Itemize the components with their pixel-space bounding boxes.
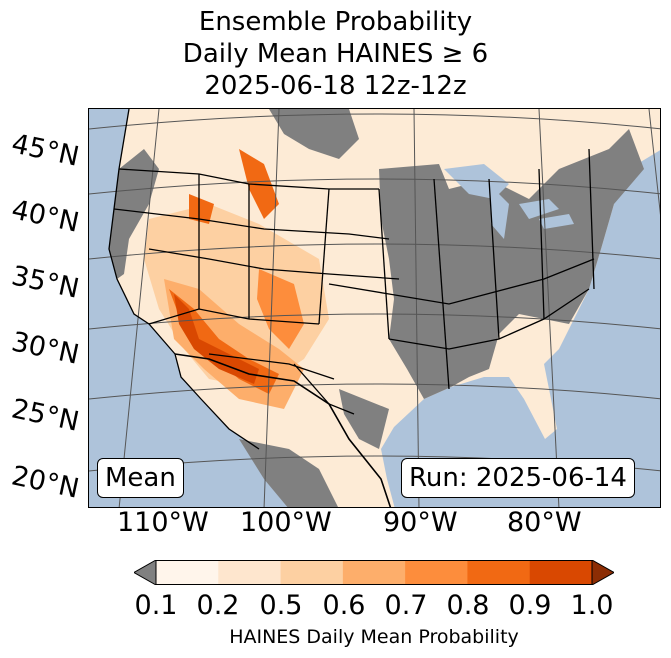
colorbar-svg [132,559,616,586]
colorbar [132,559,616,586]
colorbar-over-arrow [591,559,616,586]
lat-label-30: 30°N [8,326,82,371]
colorbar-tick-0.2: 0.2 [196,590,240,621]
colorbar-segment-6 [529,560,593,585]
map-panel [88,108,661,508]
map-title: Ensemble Probability Daily Mean HAINES ≥… [0,6,671,102]
colorbar-tick-1.0: 1.0 [570,590,614,621]
prob-peak-southwest [174,294,259,384]
colorbar-under-arrow [132,559,157,586]
lat-label-25: 25°N [8,393,82,438]
colorbar-tick-0.5: 0.5 [259,590,303,621]
colorbar-tick-0.8: 0.8 [446,590,490,621]
lat-label-45: 45°N [8,128,82,173]
colorbar-segment-3 [342,560,406,585]
run-label-box: Run: 2025-06-14 [401,458,635,498]
colorbar-tick-0.9: 0.9 [508,590,552,621]
colorbar-outline [155,560,593,585]
lon-label-90: 90°W [383,507,458,538]
title-line-1: Ensemble Probability [198,7,473,37]
colorbar-tick-0.6: 0.6 [322,590,366,621]
no-data-mexico [239,439,338,507]
title-line-3: 2025-06-18 12z-12z [204,71,467,101]
colorbar-segment-4 [405,560,468,585]
no-data-west [109,149,159,279]
lat-label-20: 20°N [8,460,82,505]
title-line-2: Daily Mean HAINES ≥ 6 [182,39,489,69]
colorbar-segment-5 [467,560,531,585]
prob-idaho [189,194,214,224]
great-lakes [444,164,574,239]
lon-label-100: 100°W [240,507,332,538]
colorbar-segment-0 [156,560,219,585]
colorbar-tick-0.1: 0.1 [134,590,178,621]
lat-label-35: 35°N [8,260,82,305]
no-data-texas [339,389,389,449]
stat-label-box: Mean [97,458,184,498]
no-data-north [269,109,359,159]
colorbar-label: HAINES Daily Mean Probability [229,626,519,648]
prob-newmexico [257,269,304,349]
country-border [174,353,392,507]
colorbar-segment-1 [218,560,282,585]
state-borders [108,109,595,450]
colorbar-tick-0.7: 0.7 [384,590,428,621]
colorbar-segment-2 [280,560,344,585]
lon-label-110: 110°W [117,507,209,538]
lat-label-40: 40°N [8,194,82,239]
lon-label-80: 80°W [507,507,582,538]
map-canvas [89,109,660,507]
